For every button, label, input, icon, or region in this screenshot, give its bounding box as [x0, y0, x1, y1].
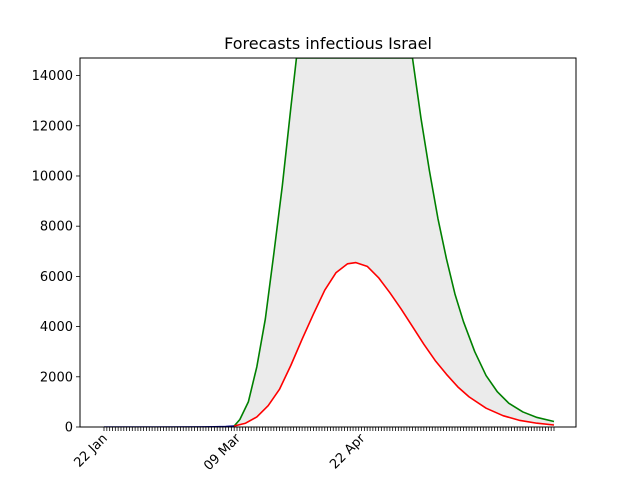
y-tick-label: 12000	[32, 119, 73, 134]
y-tick-label: 10000	[32, 169, 73, 184]
y-tick-label: 0	[65, 421, 73, 436]
y-tick-label: 6000	[40, 270, 73, 285]
y-tick-label: 8000	[40, 220, 73, 235]
series-line-forecast	[233, 261, 555, 427]
y-tick-label: 14000	[32, 69, 73, 84]
plot-area	[79, 57, 577, 428]
axes-frame	[79, 57, 577, 428]
y-tick-label: 2000	[40, 370, 73, 385]
series-line-upper-bound	[233, 58, 555, 427]
y-axis: 0 2000 4000 6000 8000 10000 12000 14000	[32, 69, 80, 436]
y-tick-label: 4000	[40, 320, 73, 335]
chart-title: Forecasts infectious Israel	[224, 34, 432, 53]
confidence-band-layer	[234, 58, 554, 426]
confidence-band	[234, 58, 554, 426]
